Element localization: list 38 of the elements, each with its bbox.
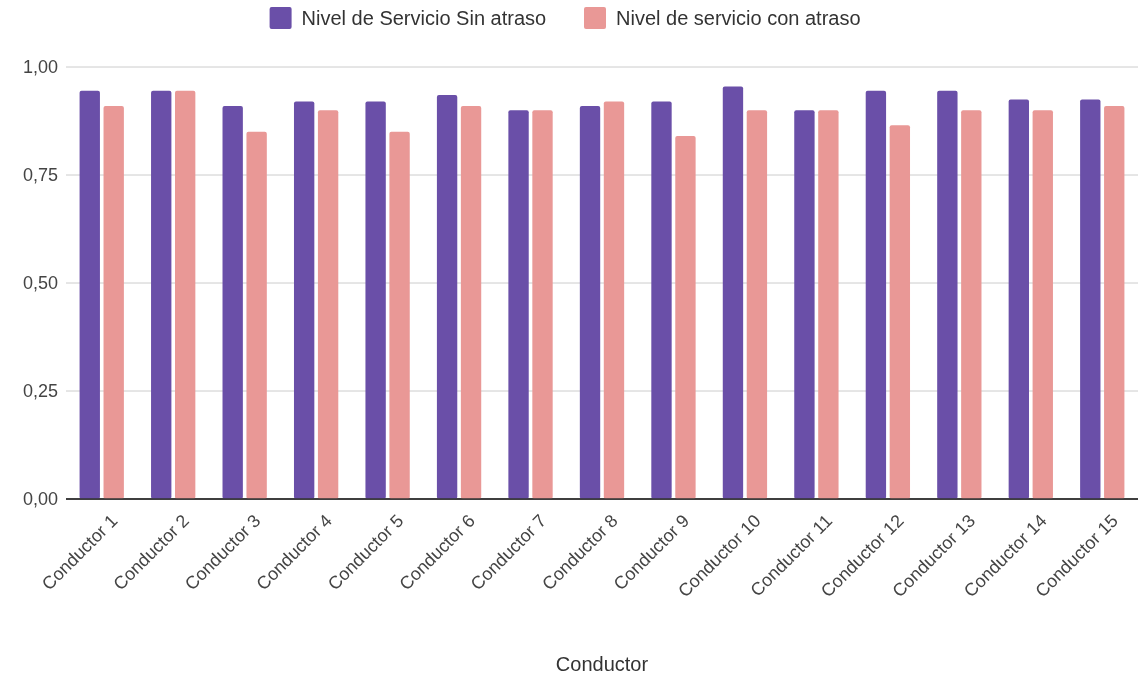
bar: [436, 95, 458, 499]
bar: [175, 90, 196, 499]
bar: [532, 110, 553, 499]
bar: [293, 101, 315, 499]
bar: [508, 110, 529, 499]
bar: [603, 101, 625, 499]
bar: [1032, 110, 1053, 499]
bar: [317, 110, 339, 499]
bar: [579, 105, 601, 499]
x-axis-title: Conductor: [555, 653, 649, 675]
bar: [1104, 105, 1125, 499]
bar: [937, 90, 958, 499]
bar: [865, 90, 887, 499]
y-tick-label: 1,00: [22, 57, 58, 78]
bar: [746, 110, 768, 499]
bar: [365, 101, 386, 499]
legend-label: Nivel de servicio con atraso: [616, 7, 861, 29]
bar: [961, 110, 982, 499]
bar: [151, 90, 172, 499]
bar: [889, 125, 911, 499]
bar: [103, 105, 124, 499]
bar: [460, 105, 482, 499]
bar: [794, 110, 815, 499]
y-tick-label: 0,50: [22, 273, 58, 294]
bar: [79, 90, 100, 499]
bar: [246, 131, 267, 499]
bar: [1080, 99, 1101, 499]
bar: [222, 105, 243, 499]
bar: [389, 131, 410, 499]
bar: [675, 136, 696, 499]
bar: [651, 101, 672, 499]
y-tick-label: 0,25: [22, 381, 58, 402]
y-tick-label: 0,00: [22, 489, 58, 510]
legend-label: Nivel de Servicio Sin atraso: [301, 7, 547, 29]
y-tick-label: 0,75: [22, 165, 58, 186]
bar: [818, 110, 839, 499]
bar: [1008, 99, 1030, 499]
bar: [722, 86, 744, 499]
